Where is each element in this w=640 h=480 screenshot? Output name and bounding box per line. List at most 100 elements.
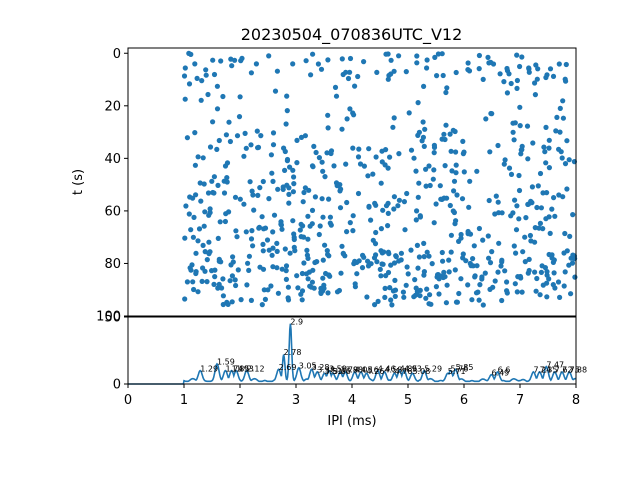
raster-point: [385, 223, 391, 229]
raster-point: [199, 278, 205, 284]
raster-point: [514, 52, 520, 58]
raster-point: [377, 266, 383, 272]
raster-point: [193, 192, 199, 198]
raster-point: [334, 183, 340, 189]
raster-point: [497, 71, 503, 77]
raster-point: [442, 163, 448, 169]
raster-point: [325, 251, 331, 258]
raster-point: [564, 186, 570, 192]
raster-point: [235, 267, 241, 273]
raster-point: [487, 286, 493, 292]
raster-point: [431, 167, 437, 173]
raster-point: [207, 206, 213, 212]
raster-point: [561, 283, 567, 289]
raster-point: [546, 137, 552, 143]
raster-point: [493, 193, 499, 199]
raster-point: [431, 150, 437, 156]
raster-point: [270, 264, 276, 270]
raster-point: [255, 192, 261, 198]
raster-point: [223, 132, 229, 138]
raster-point: [190, 279, 196, 285]
raster-point: [309, 163, 316, 169]
raster-point: [261, 287, 267, 293]
raster-point: [207, 144, 214, 150]
raster-point: [431, 220, 437, 226]
ipi-peak-label: 7.62: [555, 366, 573, 375]
raster-point: [200, 242, 206, 248]
raster-point: [414, 60, 420, 66]
raster-point: [564, 138, 570, 144]
raster-point: [532, 225, 538, 231]
raster-point: [471, 243, 477, 249]
raster-point: [417, 287, 423, 293]
raster-point: [244, 282, 250, 288]
raster-point: [245, 260, 251, 266]
raster-point: [193, 269, 199, 275]
raster-point: [413, 285, 419, 291]
raster-point: [517, 63, 523, 70]
raster-point: [321, 285, 327, 291]
raster-point: [453, 299, 460, 305]
raster-point: [202, 209, 208, 215]
raster-point: [527, 232, 534, 239]
raster-point: [247, 179, 253, 185]
raster-point: [266, 247, 272, 253]
ipi-series-line: [128, 323, 577, 385]
raster-point: [308, 284, 314, 290]
raster-point: [310, 51, 316, 57]
raster-point: [270, 245, 276, 251]
raster-point: [544, 190, 550, 196]
raster-point: [532, 92, 539, 98]
raster-point: [440, 258, 446, 264]
raster-point: [254, 128, 260, 134]
raster-point: [439, 136, 445, 142]
raster-point: [354, 271, 360, 277]
raster-point: [192, 162, 198, 168]
raster-point: [214, 146, 220, 152]
raster-point: [434, 73, 440, 79]
raster-point: [426, 253, 432, 259]
raster-point: [347, 69, 353, 75]
raster-point: [452, 267, 458, 273]
raster-point: [381, 249, 387, 255]
raster-point: [414, 208, 420, 214]
raster-point: [524, 123, 531, 129]
raster-point: [440, 72, 446, 79]
raster-point: [501, 79, 507, 85]
chart-title: 20230504_070836UTC_V12: [241, 25, 463, 45]
raster-point: [417, 293, 423, 299]
raster-point: [404, 190, 410, 197]
raster-point: [284, 156, 291, 163]
raster-point: [379, 159, 385, 165]
raster-point: [563, 61, 569, 68]
raster-point: [283, 268, 289, 274]
raster-point: [270, 142, 277, 148]
ipi-peak-label: 5.71: [448, 367, 466, 376]
raster-point: [212, 267, 218, 273]
raster-point: [448, 249, 454, 255]
raster-point: [184, 279, 190, 285]
raster-point: [294, 137, 300, 143]
raster-point: [437, 183, 443, 189]
raster-point: [562, 161, 569, 167]
raster-point: [532, 269, 538, 275]
raster-point: [278, 219, 284, 225]
raster-point: [540, 282, 546, 288]
raster-point: [567, 233, 573, 239]
raster-point: [233, 282, 239, 289]
raster-point: [421, 240, 427, 246]
raster-point: [262, 296, 268, 302]
raster-point: [259, 302, 265, 308]
raster-point: [541, 144, 547, 150]
raster-point: [515, 274, 521, 280]
raster-point: [502, 268, 508, 274]
raster-point: [453, 69, 459, 76]
ipi-x-ticks: 0 1 2 3 4 5 6 7 8: [124, 384, 580, 408]
raster-point: [332, 84, 339, 90]
raster-point: [469, 297, 475, 303]
raster-point: [562, 230, 568, 237]
ipi-peak-label: 7.88: [569, 366, 587, 375]
ipi-peak-label: 4.05: [355, 366, 373, 375]
raster-point: [563, 78, 569, 84]
raster-point: [191, 286, 197, 293]
